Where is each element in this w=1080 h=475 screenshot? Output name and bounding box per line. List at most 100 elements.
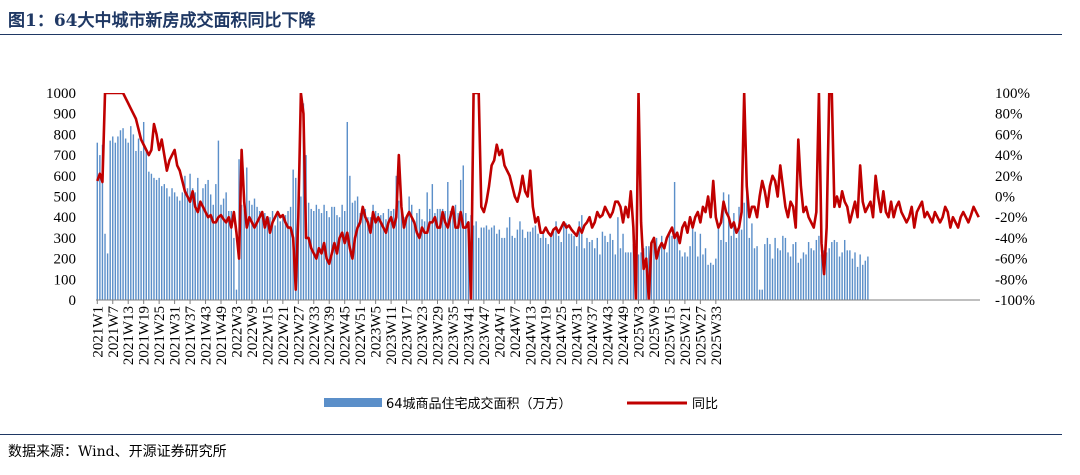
bar-mark: [287, 210, 289, 300]
bar-mark: [246, 167, 248, 300]
bar-mark: [666, 252, 668, 300]
bar-mark: [411, 204, 413, 300]
bar-mark: [810, 248, 812, 300]
bar-mark: [130, 126, 132, 301]
bar-mark: [560, 242, 562, 300]
bar-mark: [864, 260, 867, 300]
bar-mark: [784, 237, 787, 300]
chart-axes: 0 100 200 300 400 500 600 700 800 900 1000 -100% -80…: [46, 86, 1035, 365]
yoy-line: [96, 93, 980, 300]
bar-mark: [637, 254, 640, 300]
bar-mark: [604, 235, 606, 300]
bar-mark: [529, 231, 531, 300]
bar-mark: [96, 142, 98, 300]
bar-mark: [269, 217, 271, 300]
x-tick-label: 2021W37: [183, 306, 199, 366]
bar-mark: [189, 173, 191, 300]
bar-mark: [230, 210, 233, 300]
bar-mark: [833, 239, 836, 300]
bar-mark: [155, 179, 158, 300]
x-tick-label: 2023W29: [430, 306, 446, 365]
bar-mark: [390, 210, 392, 300]
bar-mark: [593, 248, 596, 300]
bar-mark: [802, 252, 805, 300]
bar-mark: [684, 252, 686, 300]
bar-mark: [220, 204, 222, 300]
y-right-tick-label: -60%: [995, 252, 1028, 268]
bar-mark: [681, 256, 684, 300]
bar-mark: [709, 262, 712, 300]
bar-mark: [387, 208, 390, 300]
bar-mark: [748, 237, 751, 300]
bar-mark: [746, 192, 748, 300]
y-right-tick-label: 40%: [995, 148, 1023, 164]
bar-mark: [606, 242, 609, 300]
bar-mark: [565, 223, 568, 300]
bar-mark: [168, 196, 171, 300]
bar-mark: [418, 208, 421, 300]
bar-mark: [459, 179, 462, 300]
y-right-tick-label: -40%: [995, 231, 1028, 247]
bar-mark: [583, 248, 586, 300]
bar-mark: [480, 227, 483, 300]
bar-mark: [689, 246, 691, 300]
x-tick-label: 2024W37: [585, 306, 601, 366]
bar-mark: [725, 242, 727, 300]
x-tick-label: 2021W43: [199, 306, 215, 365]
bar-mark: [274, 225, 276, 300]
source-note: 数据来源：Wind、开源证券研究所: [8, 444, 227, 460]
bar-mark: [668, 231, 671, 300]
bar-mark: [271, 210, 274, 300]
bar-mark: [792, 244, 794, 300]
x-tick-label: 2024W13: [523, 306, 539, 365]
bar-mark: [359, 213, 361, 300]
bar-mark: [653, 242, 655, 300]
x-tick-label: 2023W11: [384, 306, 400, 365]
x-tick-label: 2022W9: [245, 306, 261, 358]
bar-mark: [640, 252, 642, 300]
bar-mark: [202, 188, 204, 300]
bar-mark: [581, 215, 583, 300]
bar-mark: [676, 233, 678, 300]
y-right-tick-label: 20%: [995, 169, 1023, 185]
bar-mark: [841, 252, 843, 300]
figure-title: 图1：64大中城市新房成交面积同比下降: [8, 11, 316, 31]
bar-mark: [171, 188, 173, 300]
bar-mark: [117, 136, 119, 300]
bar-mark: [795, 242, 797, 300]
bar-mark: [733, 213, 735, 300]
bar-mark: [282, 217, 284, 300]
bar-mark: [150, 173, 153, 300]
bar-mark: [818, 235, 820, 300]
bar-mark: [578, 221, 580, 300]
bar-mark: [496, 233, 498, 300]
bar-mark: [601, 231, 604, 300]
bar-mark: [395, 175, 397, 300]
y-right-tick-label: 100%: [995, 86, 1030, 102]
x-tick-label: 2022W15: [260, 306, 276, 365]
bar-mark: [859, 254, 861, 300]
bar-mark: [735, 237, 738, 300]
bar-mark: [619, 248, 622, 300]
bar-mark: [586, 237, 588, 300]
bar-mark: [655, 237, 658, 300]
bar-mark: [392, 208, 395, 300]
bar-mark: [302, 103, 305, 300]
bar-mark: [691, 223, 694, 300]
bar-mark: [276, 215, 279, 300]
bar-mark: [671, 235, 673, 300]
bar-mark: [545, 237, 547, 300]
bar-mark: [336, 215, 338, 300]
bar-mark: [132, 134, 135, 300]
y-left-tick-label: 600: [54, 169, 77, 185]
bar-mark: [382, 213, 385, 300]
bar-mark: [104, 233, 106, 300]
bar-mark: [114, 142, 117, 300]
bar-mark: [447, 182, 449, 300]
x-tick-label: 2022W27: [291, 306, 307, 366]
bar-mark: [679, 250, 681, 300]
y-left-tick-label: 900: [54, 107, 77, 123]
bar-mark: [199, 202, 202, 300]
bar-mark: [867, 256, 869, 300]
bar-mark: [702, 254, 704, 300]
